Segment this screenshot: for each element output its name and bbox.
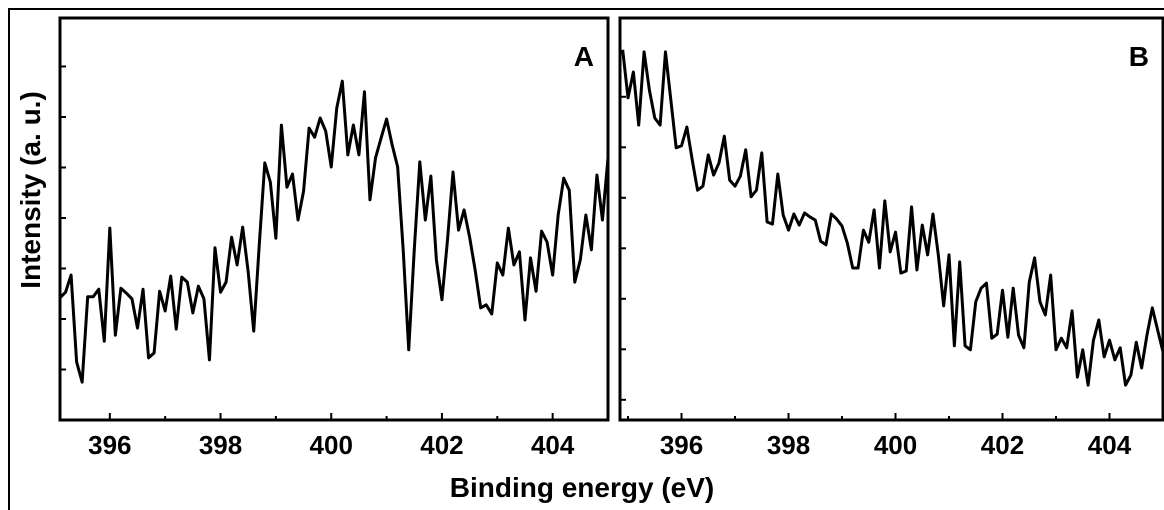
panel-label: B: [1129, 41, 1149, 72]
x-tick-label: 398: [199, 430, 242, 460]
x-tick-label: 398: [767, 430, 810, 460]
plot-area: [60, 79, 608, 384]
x-tick-label: 402: [981, 430, 1024, 460]
y-axis-label: Intensity (a. u.): [15, 91, 46, 289]
plot-area: [621, 49, 1163, 387]
x-tick-label: 402: [420, 430, 463, 460]
x-tick-label: 400: [874, 430, 917, 460]
x-tick-label: 404: [1088, 430, 1132, 460]
x-tick-label: 400: [310, 430, 353, 460]
panel-label: A: [574, 41, 594, 72]
plot-frame: [58, 16, 610, 422]
x-tick-label: 396: [660, 430, 703, 460]
data-line: [60, 79, 608, 384]
x-tick-label: 404: [531, 430, 575, 460]
x-tick-label: 396: [88, 430, 131, 460]
x-axis-label: Binding energy (eV): [450, 472, 714, 503]
plot-frame: [618, 16, 1164, 422]
data-line: [621, 49, 1163, 387]
